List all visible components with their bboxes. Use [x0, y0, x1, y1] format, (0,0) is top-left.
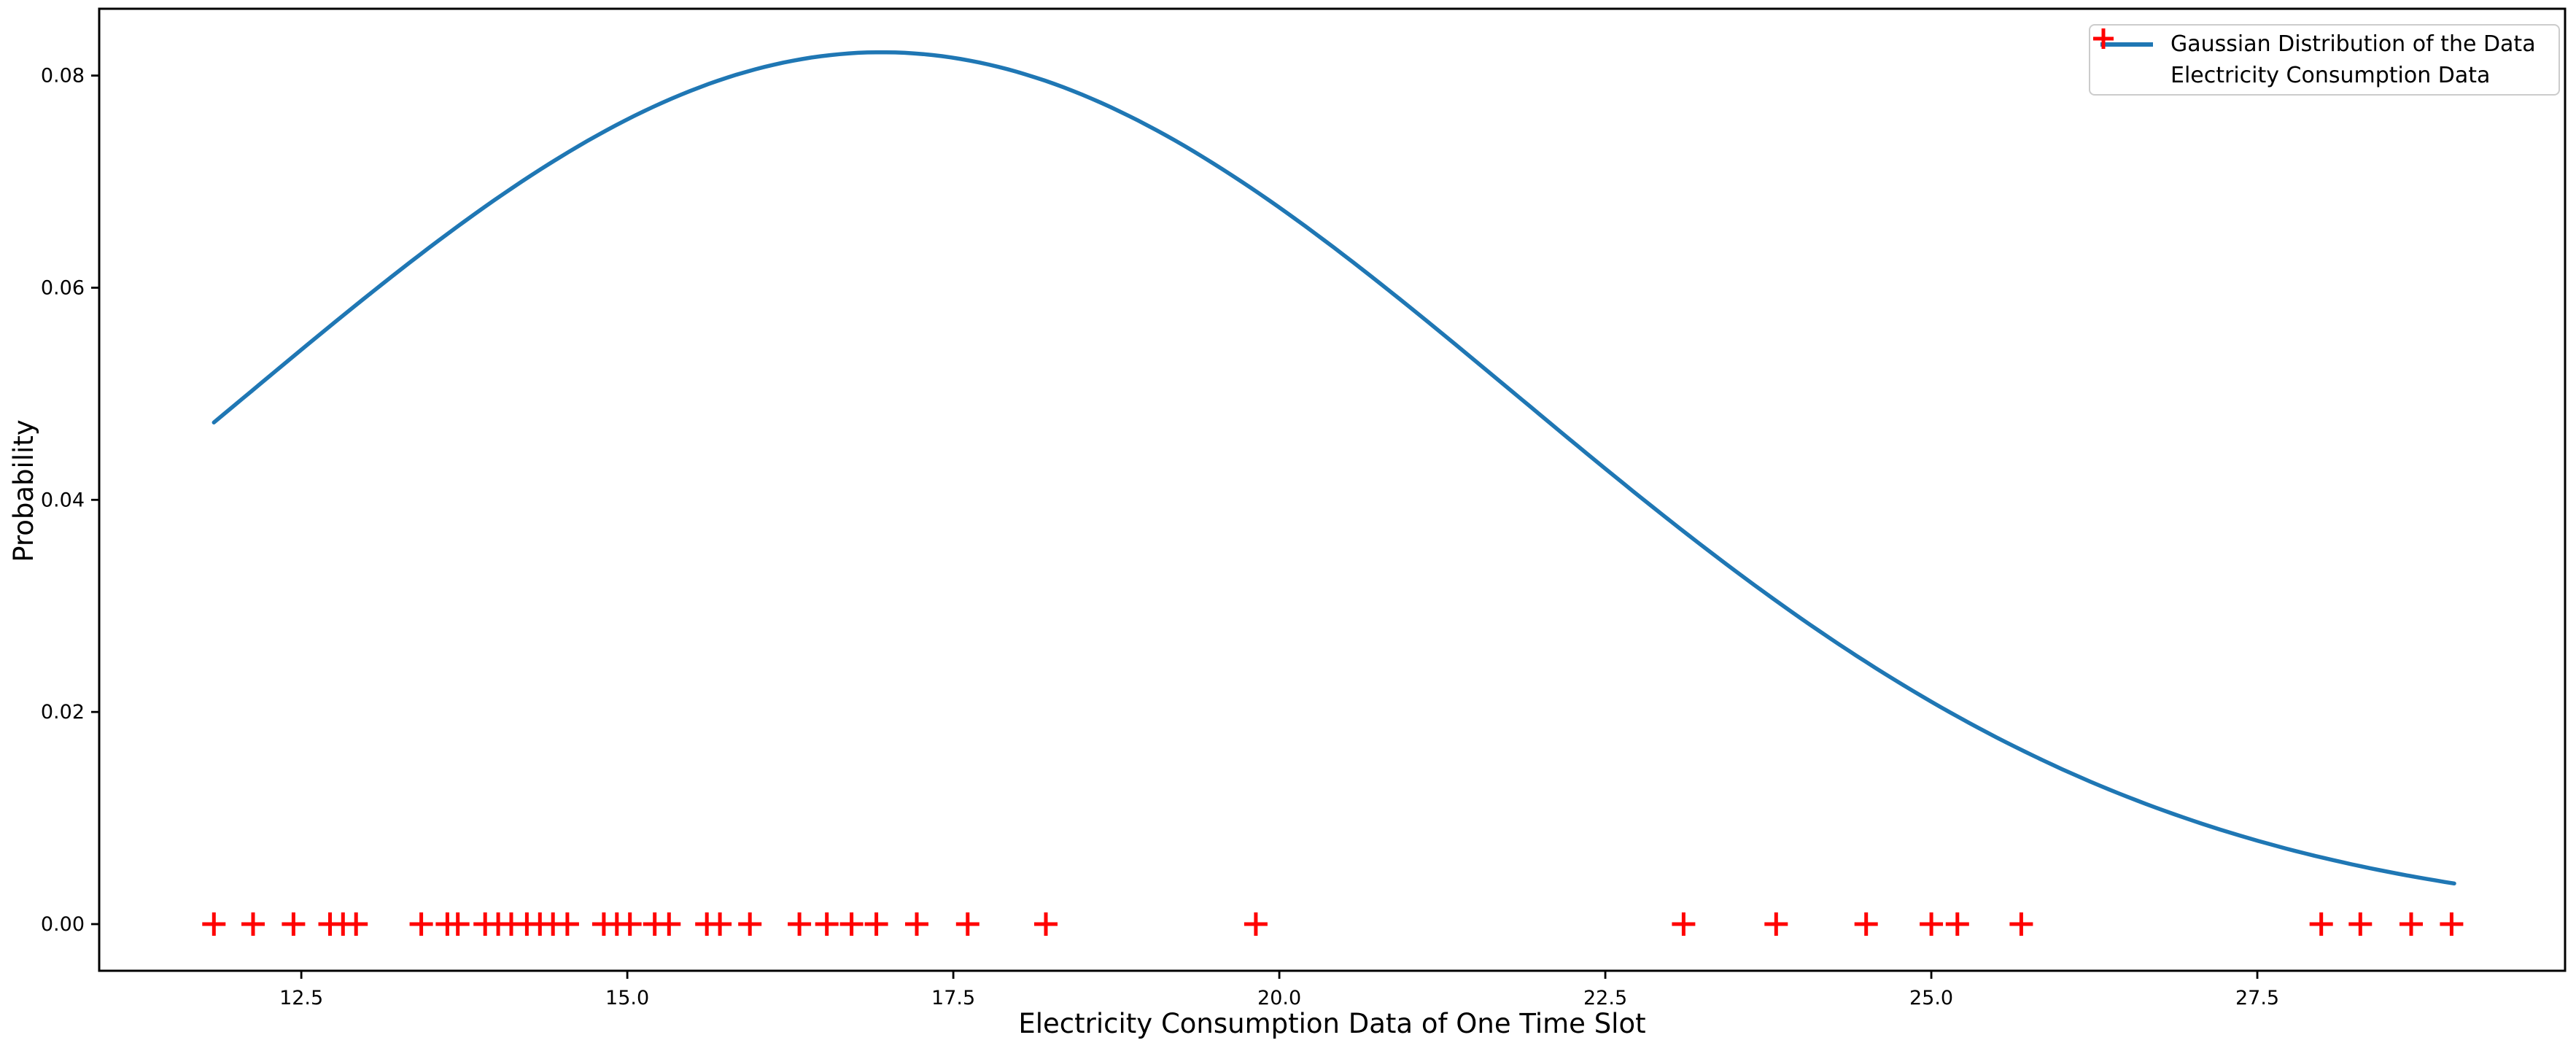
legend-entry-gaussian: Gaussian Distribution of the Data [2099, 28, 2551, 60]
y-tick-label: 0.08 [41, 65, 85, 88]
legend: Gaussian Distribution of the Data Electr… [2089, 24, 2560, 96]
y-tick-label: 0.06 [41, 276, 85, 299]
y-axis-label: Probability [8, 419, 39, 562]
legend-entry-consumption: Electricity Consumption Data [2093, 28, 2551, 91]
axes-spines [98, 7, 2567, 972]
gaussian-curve [212, 50, 2456, 886]
x-axis-label: Electricity Consumption Data of One Time… [1018, 1008, 1646, 1039]
x-tick-label: 17.5 [931, 987, 975, 1009]
x-tick-label: 12.5 [279, 987, 323, 1009]
legend-line-sample [2099, 42, 2154, 47]
x-tick-label: 20.0 [1257, 987, 1301, 1009]
y-tick-label: 0.02 [41, 701, 85, 724]
blue-line-icon [2100, 42, 2153, 47]
legend-label-consumption: Electricity Consumption Data [2170, 63, 2491, 88]
scatter-markers [202, 912, 2464, 936]
y-tick-label: 0.00 [41, 913, 85, 936]
y-tick-label: 0.04 [41, 489, 85, 511]
red-plus-icon [2093, 28, 2114, 49]
x-tick-label: 15.0 [605, 987, 649, 1009]
x-tick-label: 22.5 [1583, 987, 1627, 1009]
x-tick-label: 27.5 [2235, 987, 2279, 1009]
legend-label-gaussian: Gaussian Distribution of the Data [2170, 31, 2536, 57]
x-tick-label: 25.0 [1909, 987, 1953, 1009]
